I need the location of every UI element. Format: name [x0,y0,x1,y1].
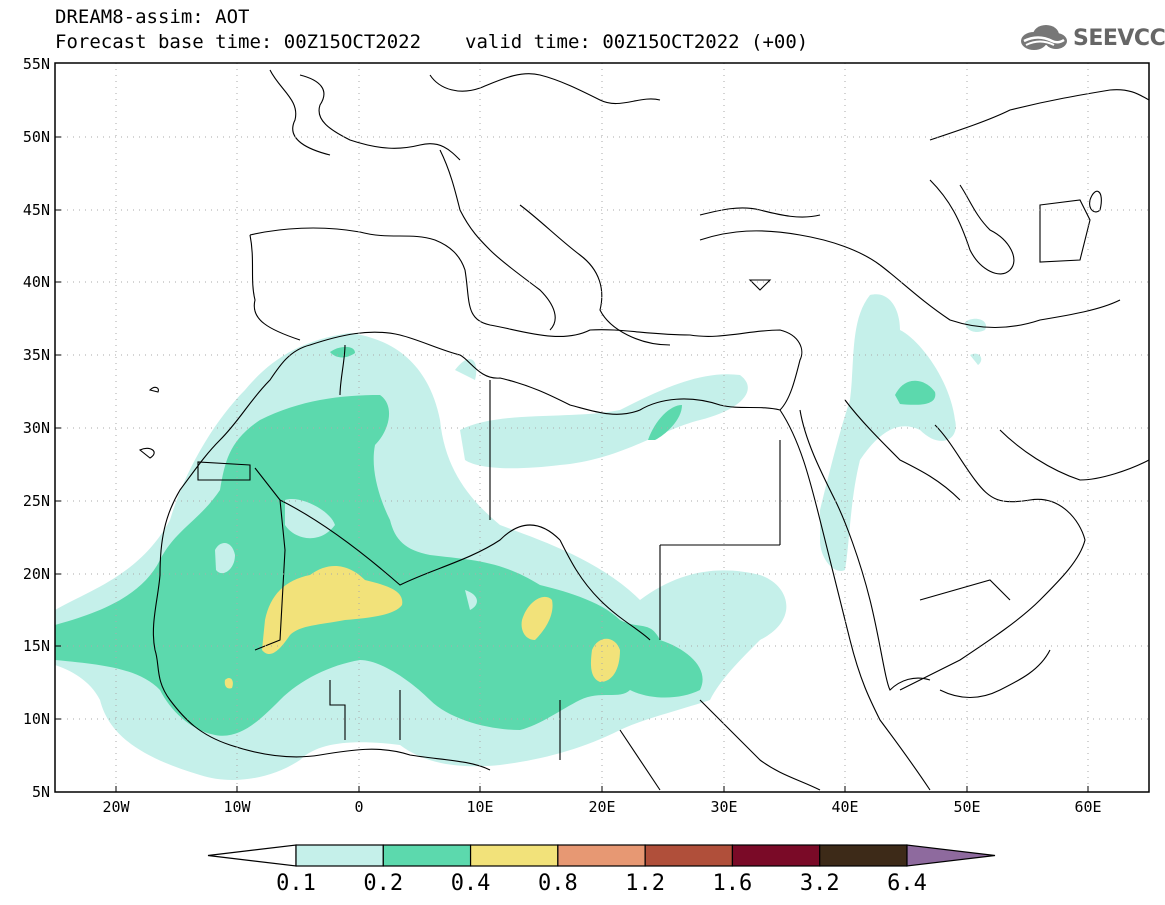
coastlines [138,69,1149,791]
colorbar-swatch [819,844,908,867]
seevccc-logo: SEEVCCC [1018,24,1165,52]
colorbar-label: 0.8 [537,871,578,896]
lon-label: 30E [710,798,737,816]
lat-label: 20N [23,565,50,583]
colorbar-label: 0.2 [363,871,404,896]
map-grid [55,63,1149,792]
lon-label: 20W [102,798,130,816]
lat-label: 50N [23,128,50,146]
longitude-labels: 20W 10W 0 10E 20E 30E 40E 50E 60E [102,798,1101,816]
cloud-icon [1021,25,1067,50]
colorbar-swatch [382,844,472,867]
lat-label: 35N [23,346,50,364]
colorbar-label: 0.4 [450,871,491,896]
lat-label: 15N [23,637,50,655]
colorbar-label: 0.1 [276,871,316,896]
lon-label: 60E [1074,798,1101,816]
map-title: DREAM8-assim: AOT [55,6,250,28]
lon-label: 10E [466,798,493,816]
lat-label: 40N [23,273,50,291]
lon-label: 40E [831,798,858,816]
aot-level-0.4 [224,565,620,689]
axis-ticks [55,136,1089,792]
map-subtitle: Forecast base time: 00Z15OCT2022 valid ti… [55,31,808,53]
colorbar-swatch [295,844,384,867]
lat-label: 30N [23,419,50,437]
colorbar-label: 1.6 [712,871,753,896]
colorbar-label: 6.4 [887,871,927,896]
aot-field [55,294,986,780]
lon-label: 10W [223,798,251,816]
lat-label: 10N [23,710,50,728]
colorbar-swatch [557,844,646,867]
lon-label: 20E [588,798,615,816]
latitude-labels: 5N 10N 15N 20N 25N 30N 35N 40N 45N 50N 5… [23,55,50,801]
colorbar [207,844,996,867]
colorbar-label: 3.2 [799,871,840,896]
lon-label: 50E [953,798,980,816]
colorbar-low-arrow [207,844,297,867]
colorbar-swatch [644,844,734,867]
colorbar-high-arrow [906,844,996,867]
lat-label: 55N [23,55,50,73]
lon-label: 0 [354,798,363,816]
colorbar-label: 1.2 [625,871,666,896]
colorbar-swatch [731,844,821,867]
aot-level-0.2 [55,346,936,736]
lat-label: 45N [23,201,50,219]
lat-label: 5N [32,783,50,801]
base-time-label: Forecast base time: 00Z15OCT2022 [55,31,422,53]
valid-time-label: valid time: 00Z15OCT2022 (+00) [465,31,809,53]
lat-label: 25N [23,492,50,510]
logo-text: SEEVCCC [1073,25,1165,51]
colorbar-swatch [469,844,559,867]
